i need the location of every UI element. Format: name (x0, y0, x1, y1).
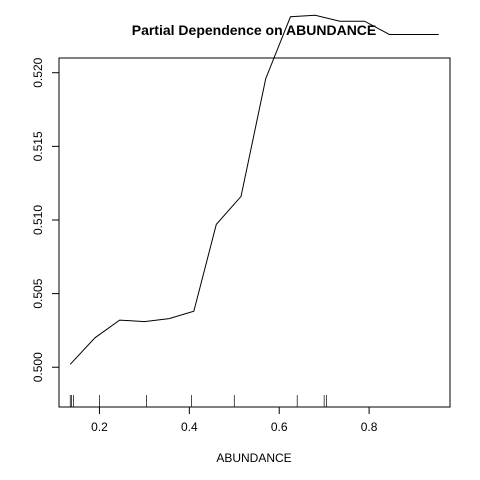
y-tick-label-0: 0.500 (31, 352, 45, 382)
y-tick-label-3: 0.515 (31, 131, 45, 161)
y-tick-label-2: 0.510 (31, 205, 45, 235)
series-group (69, 14, 439, 365)
x-tick-label-2: 0.6 (271, 420, 288, 434)
y-tick-label-1: 0.505 (31, 278, 45, 308)
x-axis-label: ABUNDANCE (216, 451, 291, 465)
chart-title: Partial Dependence on ABUNDANCE (132, 22, 377, 38)
rug-marks (69, 395, 327, 407)
x-tick-label-1: 0.4 (181, 420, 198, 434)
plot-frame (58, 57, 451, 408)
x-tick-label-0: 0.2 (91, 420, 108, 434)
x-axis: 0.2 0.4 0.6 0.8 (91, 407, 378, 434)
series-line-0 (69, 14, 439, 365)
y-axis: 0.500 0.505 0.510 0.515 0.520 (31, 57, 59, 382)
x-tick-label-3: 0.8 (361, 420, 378, 434)
y-tick-label-4: 0.520 (31, 57, 45, 87)
